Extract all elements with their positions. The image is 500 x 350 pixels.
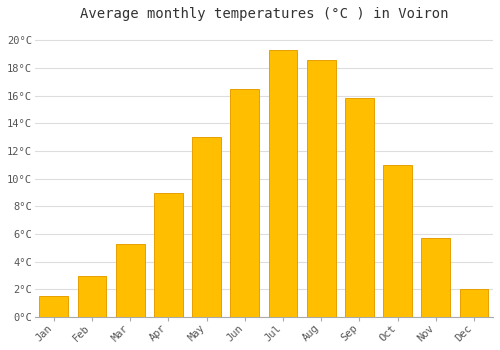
Title: Average monthly temperatures (°C ) in Voiron: Average monthly temperatures (°C ) in Vo…	[80, 7, 448, 21]
Bar	[460, 289, 488, 317]
Bar	[78, 275, 106, 317]
Bar	[154, 193, 182, 317]
Bar	[230, 89, 259, 317]
Bar	[345, 98, 374, 317]
Bar	[268, 50, 298, 317]
Bar	[383, 165, 412, 317]
Bar	[307, 60, 336, 317]
Bar	[192, 137, 221, 317]
Bar	[422, 238, 450, 317]
Bar	[40, 296, 68, 317]
Bar	[116, 244, 144, 317]
